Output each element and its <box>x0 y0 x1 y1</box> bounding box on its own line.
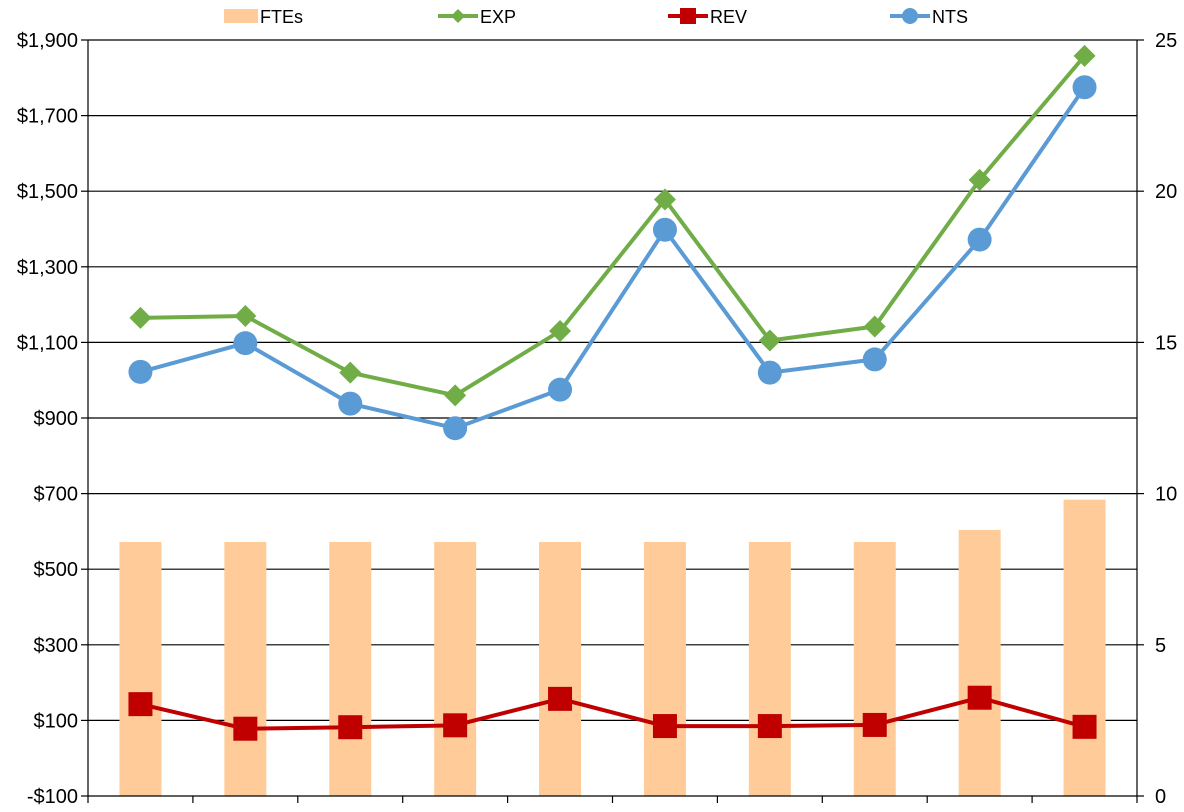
rev-marker <box>128 692 153 717</box>
y2-tick-label: 25 <box>1155 30 1177 52</box>
y-tick-label: $700 <box>34 484 79 506</box>
y-tick-label: $500 <box>34 559 79 581</box>
rev-marker <box>443 713 468 738</box>
y-tick-label: $1,900 <box>17 30 78 52</box>
exp-marker <box>129 306 152 329</box>
y-tick-label: $900 <box>34 408 79 430</box>
legend-exp-marker <box>451 9 465 23</box>
legend: FTEs EXP REV NTS <box>224 7 968 27</box>
exp-marker <box>339 361 362 384</box>
exp-marker <box>863 315 886 338</box>
fte-bar <box>958 529 1001 796</box>
exp-marker <box>234 304 257 327</box>
fte-bar <box>224 541 267 796</box>
line-series <box>128 44 1097 741</box>
y-tick-label: $1,500 <box>17 181 78 203</box>
fte-bar <box>539 541 582 796</box>
nts-marker <box>652 217 677 242</box>
nts-marker <box>443 416 468 441</box>
nts-marker <box>967 227 992 252</box>
rev-marker <box>338 715 363 740</box>
exp-marker <box>549 320 572 343</box>
y-tick-label: $300 <box>34 635 79 657</box>
nts-marker <box>128 359 153 384</box>
exp-marker <box>1073 44 1096 67</box>
rev-marker <box>233 716 258 741</box>
rev-marker <box>967 685 992 710</box>
axes: -$100 $100 $300 $500 $700 $900 $1,100 $1,300 $1,… <box>17 30 1177 808</box>
legend-ftes-swatch <box>224 9 258 23</box>
legend-nts-marker <box>902 8 918 24</box>
nts-marker <box>338 391 363 416</box>
rev-marker <box>862 712 887 737</box>
y2-tick-label: 10 <box>1155 484 1177 506</box>
rev-marker <box>757 714 782 739</box>
legend-rev-marker <box>680 8 696 24</box>
y2-tick-label: 0 <box>1155 786 1166 808</box>
y-tick-label: $1,300 <box>17 257 78 279</box>
rev-marker <box>1072 714 1097 739</box>
fte-bar <box>119 541 162 796</box>
exp-marker <box>653 188 676 211</box>
rev-marker <box>652 714 677 739</box>
fte-bar <box>434 541 477 796</box>
y2-tick-label: 5 <box>1155 635 1166 657</box>
exp-marker <box>968 168 991 191</box>
nts-marker <box>862 347 887 372</box>
y-tick-label: $100 <box>34 710 79 732</box>
fte-bars <box>119 499 1106 796</box>
y-tick-label: -$100 <box>27 786 78 808</box>
exp-marker <box>758 329 781 352</box>
y2-tick-label: 20 <box>1155 181 1177 203</box>
fte-bar <box>853 541 896 796</box>
fte-bar <box>1063 499 1106 796</box>
fte-bar <box>643 541 686 796</box>
legend-ftes-label: FTEs <box>260 7 303 27</box>
exp-marker <box>444 384 467 407</box>
exp-line <box>140 54 1087 398</box>
nts-marker <box>233 331 258 356</box>
nts-marker <box>548 377 573 402</box>
legend-exp-label: EXP <box>480 7 516 27</box>
rev-marker <box>548 686 573 711</box>
fte-bar <box>329 541 372 796</box>
legend-rev-label: REV <box>710 7 747 27</box>
nts-marker <box>757 360 782 385</box>
legend-nts-label: NTS <box>932 7 968 27</box>
nts-line <box>139 86 1087 431</box>
y-tick-label: $1,100 <box>17 332 78 354</box>
rev-line <box>139 695 1086 731</box>
y2-tick-label: 15 <box>1155 332 1177 354</box>
y-tick-label: $1,700 <box>17 106 78 128</box>
fte-bar <box>748 541 791 796</box>
nts-marker <box>1072 75 1097 100</box>
